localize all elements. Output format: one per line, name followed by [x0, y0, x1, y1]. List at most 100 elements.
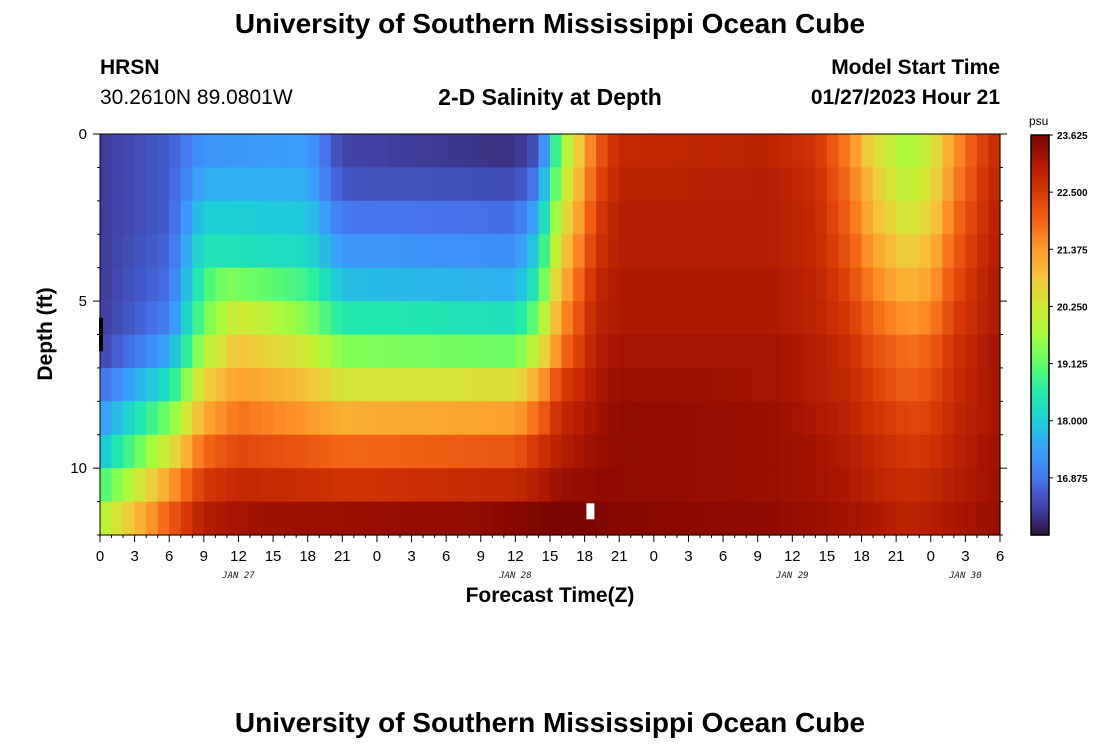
colorbar-segment [1031, 498, 1049, 503]
heatmap-cell [873, 167, 886, 202]
heatmap-cell [446, 267, 459, 302]
heatmap-cell [353, 200, 366, 235]
date-label: JAN 30 [948, 571, 982, 581]
heatmap-cell [688, 501, 701, 536]
heatmap-cell [873, 334, 886, 369]
heatmap-cell [965, 501, 978, 536]
heatmap-cell [734, 334, 747, 369]
heatmap-cell [826, 434, 840, 469]
heatmap-cell [826, 334, 840, 369]
heatmap-cell [238, 434, 251, 469]
heatmap-cell [584, 134, 597, 169]
colorbar-segment [1031, 258, 1049, 263]
heatmap-cell [746, 367, 759, 402]
heatmap-cell [734, 367, 747, 402]
heatmap-cell [630, 301, 643, 336]
heatmap-cell [134, 468, 147, 503]
heatmap-cell [123, 200, 136, 235]
heatmap-cell [319, 501, 332, 536]
colorbar-segment [1031, 208, 1049, 213]
heatmap-cell [919, 367, 932, 402]
heatmap-cell [676, 434, 690, 469]
heatmap-cell [400, 200, 413, 235]
heatmap-cell [896, 200, 909, 235]
heatmap-cell [700, 234, 713, 269]
heatmap-cell [226, 167, 240, 202]
heatmap-cell [503, 200, 516, 235]
heatmap-cell [653, 301, 666, 336]
colorbar-segment [1031, 278, 1049, 283]
heatmap-cell [676, 501, 690, 536]
heatmap-cell [319, 434, 332, 469]
heatmap-cell [850, 167, 863, 202]
heatmap-cell [192, 200, 205, 235]
colorbar-unit: psu [1029, 114, 1048, 128]
heatmap-cell [273, 434, 286, 469]
heatmap-cell [215, 401, 228, 436]
heatmap-cell [953, 334, 966, 369]
heatmap-cell [792, 367, 805, 402]
heatmap-cell [273, 167, 286, 202]
heatmap-cell [250, 267, 263, 302]
heatmap-cell [976, 367, 990, 402]
heatmap-cell [676, 167, 690, 202]
heatmap-cell [873, 401, 886, 436]
colorbar-segment [1031, 168, 1049, 173]
heatmap-cell [942, 434, 955, 469]
heatmap-cell [838, 301, 851, 336]
heatmap-cell [469, 301, 482, 336]
heatmap-cell [630, 167, 643, 202]
heatmap-cell [515, 401, 528, 436]
heatmap-cell [550, 501, 563, 536]
heatmap-cell [400, 401, 413, 436]
heatmap-cell [180, 468, 193, 503]
heatmap-cell [446, 167, 459, 202]
heatmap-cell [134, 234, 147, 269]
heatmap-cell [238, 468, 251, 503]
colorbar-segment [1031, 415, 1049, 419]
heatmap-cell [711, 234, 724, 269]
heatmap-cell [919, 267, 932, 302]
heatmap-cell [965, 200, 978, 235]
heatmap-cell [180, 434, 193, 469]
heatmap-cell [376, 167, 390, 202]
heatmap-cell [596, 267, 609, 302]
colorbar-segment [1031, 321, 1049, 326]
heatmap-cell [226, 267, 240, 302]
colorbar-segment [1031, 261, 1049, 266]
heatmap-cell [376, 434, 390, 469]
x-tick-label: 9 [754, 548, 762, 565]
heatmap-cell [434, 468, 447, 503]
heatmap-cell [261, 200, 274, 235]
heatmap-cell [850, 267, 863, 302]
heatmap-cell [388, 301, 401, 336]
heatmap-cell [619, 234, 632, 269]
heatmap-cell [515, 134, 528, 169]
heatmap-cell [988, 234, 1001, 269]
colorbar-segment [1031, 201, 1049, 206]
x-tick-label: 21 [888, 548, 905, 565]
heatmap-cell [907, 301, 920, 336]
colorbar-label: 21.375 [1057, 245, 1088, 256]
heatmap-cell [573, 234, 586, 269]
heatmap-cell [988, 334, 1001, 369]
heatmap-cell [157, 267, 170, 302]
heatmap-cell [850, 501, 863, 536]
heatmap-cell [146, 134, 159, 169]
heatmap-cell [353, 167, 366, 202]
heatmap-cell [665, 134, 678, 169]
heatmap-cell [446, 401, 459, 436]
heatmap-cell [157, 334, 170, 369]
heatmap-cell [607, 334, 620, 369]
heatmap-cell [157, 468, 170, 503]
colorbar-segment [1031, 361, 1049, 366]
heatmap-cell [134, 401, 147, 436]
heatmap-cell [619, 434, 632, 469]
heatmap-cell [769, 401, 782, 436]
heatmap-cell [411, 200, 424, 235]
colorbar-segment [1031, 395, 1049, 399]
heatmap-cell [942, 200, 955, 235]
heatmap-cell [584, 468, 597, 503]
colorbar-segment [1031, 441, 1049, 446]
heatmap-cell [111, 301, 124, 336]
